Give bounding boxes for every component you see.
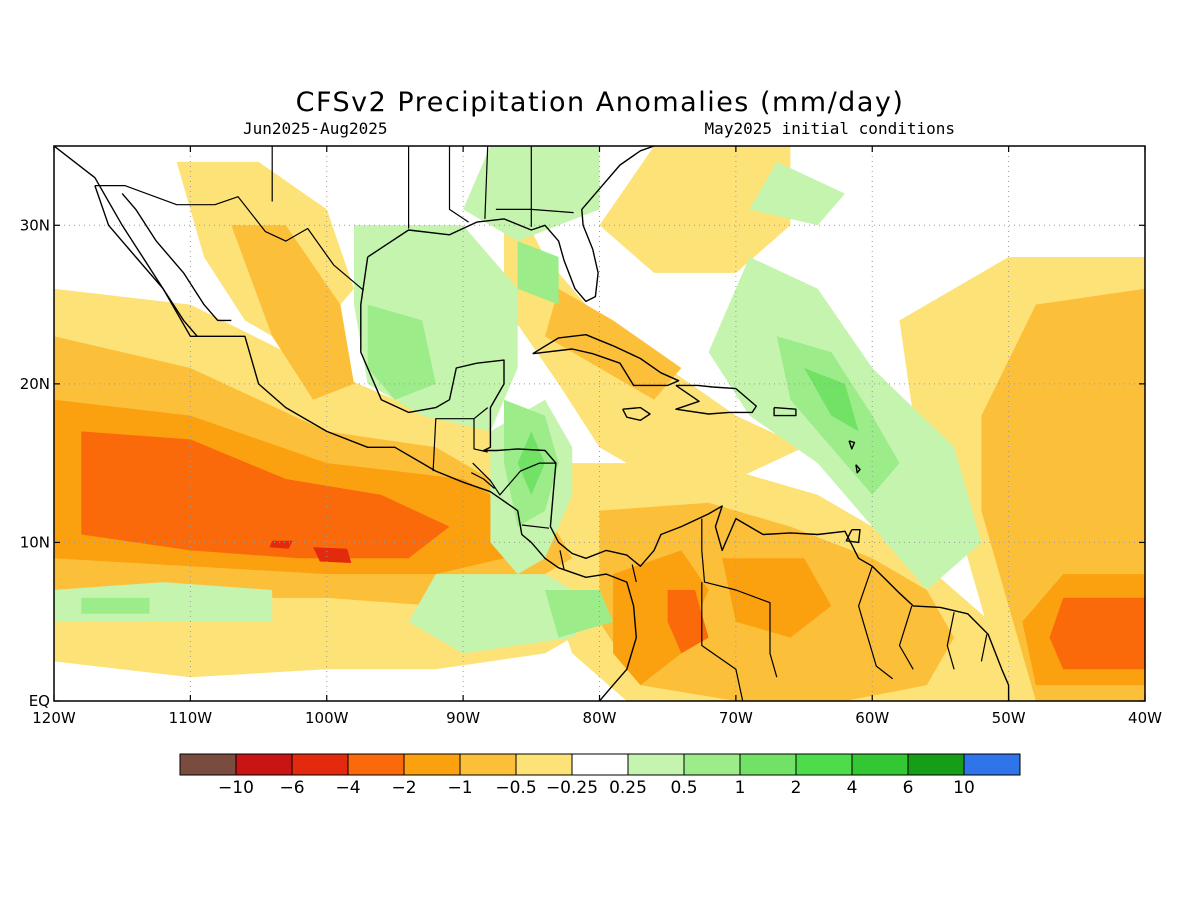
country-borders (94, 146, 988, 701)
colorbar: −10 −6 −4 −2 −1 −0.5 −0.25 0.25 0.5 1 2 4 6 10 (179, 753, 1021, 798)
lon-tick-label: 90W (446, 709, 480, 727)
coastline (622, 406, 651, 421)
coastline (94, 185, 198, 337)
country-border (559, 550, 565, 570)
anomaly-region (367, 304, 436, 400)
anomaly-region (269, 540, 293, 549)
country-border (472, 462, 556, 496)
initial-conditions: May2025 initial conditions (705, 119, 955, 138)
anomaly-region (517, 241, 559, 305)
coastline (360, 256, 1010, 701)
colorbar-swatch (347, 753, 405, 776)
country-border (980, 634, 988, 662)
country-border (484, 146, 489, 219)
country-border (857, 566, 894, 680)
lon-tick-label: 100W (305, 709, 349, 727)
country-border (448, 146, 469, 223)
anomaly-region (81, 597, 150, 614)
lon-tick-label: 120W (32, 709, 76, 727)
colorbar-label: −2 (391, 778, 416, 798)
colorbar-swatch (235, 753, 293, 776)
lat-tick-label: 20N (20, 375, 50, 393)
anomaly-region (545, 590, 614, 638)
lon-tick-label: 50W (992, 709, 1026, 727)
coastlines (54, 146, 1010, 701)
coastline (675, 384, 757, 415)
coastline (845, 529, 861, 544)
country-border (94, 185, 364, 291)
colorbar-label: −0.25 (546, 778, 598, 798)
colorbar-swatch (907, 753, 965, 776)
anomaly-region (599, 146, 791, 273)
colorbar-label: 6 (903, 778, 914, 798)
country-border (471, 472, 495, 489)
anomaly-region (613, 550, 709, 686)
country-border (946, 612, 955, 670)
lon-tick-label: 110W (169, 709, 213, 727)
country-border (495, 208, 574, 214)
country-border (701, 582, 744, 701)
country-border (631, 564, 637, 583)
colorbar-label: −1 (447, 778, 472, 798)
lat-tick-label: 30N (20, 216, 50, 234)
colorbar-swatch (739, 753, 797, 776)
anomaly-region (231, 225, 354, 400)
colorbar-swatch (571, 753, 629, 776)
anomaly-region (517, 431, 545, 495)
colorbar-label: 1 (735, 778, 746, 798)
colorbar-label: 0.25 (609, 778, 647, 798)
colorbar-swatch (851, 753, 909, 776)
colorbar-label: −0.5 (495, 778, 536, 798)
country-border (432, 407, 489, 472)
anomaly-region (1049, 597, 1145, 670)
colorbar-swatch (459, 753, 517, 776)
lat-tick-label: EQ (29, 692, 50, 710)
axis-ticks: 120W 110W 100W 90W 80W 70W 60W 50W 40W EQ 10N 20N 30… (20, 146, 1162, 727)
anomaly-fields (54, 146, 1145, 701)
country-border (521, 524, 550, 529)
colorbar-label: −6 (279, 778, 304, 798)
anomaly-region (504, 177, 805, 479)
anomaly-region (81, 431, 450, 559)
coastline (532, 334, 680, 387)
coastline (855, 464, 861, 474)
coastline (848, 440, 856, 450)
lon-tick-label: 60W (855, 709, 889, 727)
anomaly-map: 120W 110W 100W 90W 80W 70W 60W 50W 40W EQ 10N 20N 30… (20, 145, 1162, 727)
lon-tick-label: 80W (583, 709, 617, 727)
lon-tick-label: 40W (1128, 709, 1162, 727)
colorbar-swatch (683, 753, 741, 776)
coastline (773, 406, 797, 417)
colorbar-label: −4 (335, 778, 360, 798)
lat-tick-label: 10N (20, 533, 50, 551)
coastline (121, 193, 232, 322)
colorbar-swatch (179, 753, 237, 776)
country-border (701, 518, 778, 678)
figure-title: CFSv2 Precipitation Anomalies (mm/day) (296, 87, 905, 118)
country-border (898, 605, 914, 670)
forecast-period: Jun2025-Aug2025 (243, 119, 388, 138)
anomaly-region (722, 558, 832, 638)
lon-tick-label: 70W (719, 709, 753, 727)
anomaly-region (545, 288, 682, 400)
anomaly-region (804, 368, 859, 432)
anomaly-region (667, 590, 709, 654)
colorbar-swatch (795, 753, 853, 776)
colorbar-label: 2 (791, 778, 802, 798)
graticule (54, 146, 1145, 701)
colorbar-label: 4 (847, 778, 858, 798)
country-border (473, 418, 488, 453)
colorbar-swatch (627, 753, 685, 776)
colorbar-label: 10 (953, 778, 975, 798)
anomaly-region (749, 161, 845, 226)
colorbar-swatch (515, 753, 573, 776)
colorbar-label: 0.5 (670, 778, 697, 798)
anomaly-region (313, 547, 352, 563)
colorbar-swatch (403, 753, 461, 776)
coastline (367, 146, 655, 303)
colorbar-swatch (963, 753, 1021, 776)
colorbar-swatch (291, 753, 349, 776)
colorbar-label: −10 (218, 778, 254, 798)
